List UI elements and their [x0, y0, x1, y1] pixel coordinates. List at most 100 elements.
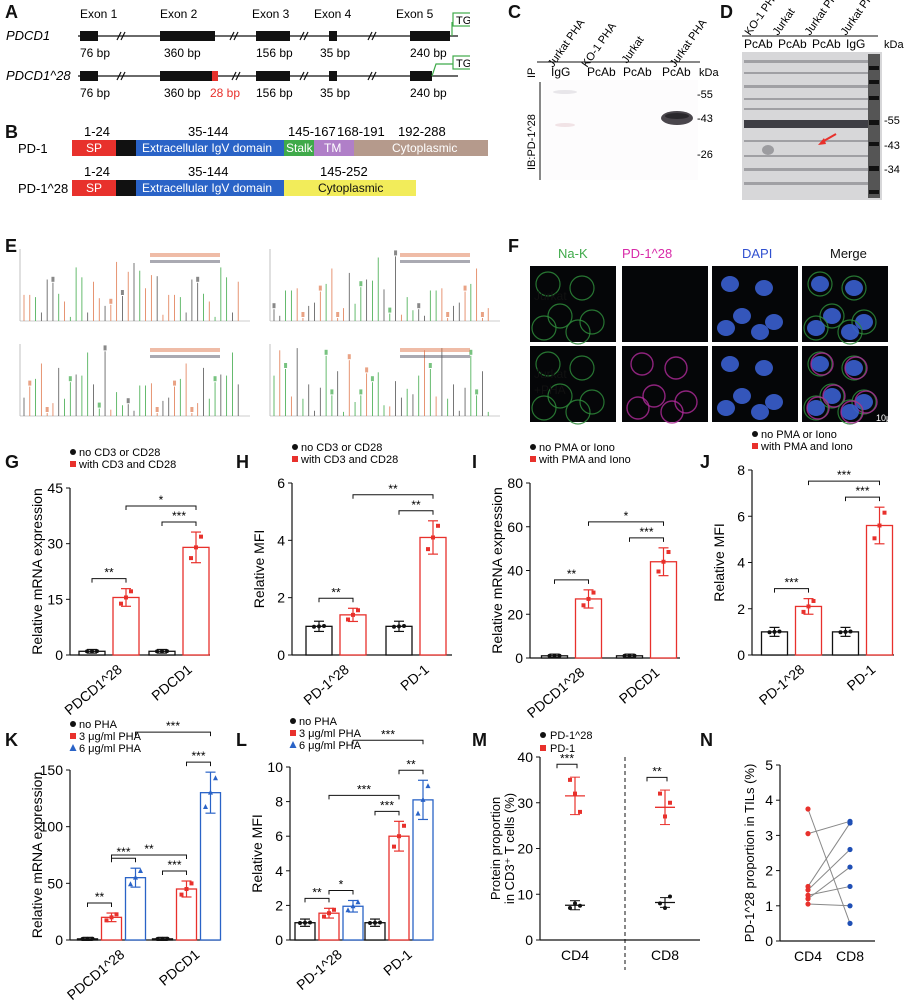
size1-e3: 156 bp [256, 46, 293, 60]
significance-bracket [186, 761, 211, 767]
significance-label: *** [166, 719, 180, 733]
significance-label: *** [172, 509, 186, 523]
svg-text:76 bp: 76 bp [80, 86, 110, 100]
data-point [298, 920, 302, 925]
svg-text:360 bp: 360 bp [164, 86, 201, 100]
y-tick-label: 0 [55, 932, 63, 948]
significance-bracket [111, 854, 187, 860]
data-point [767, 630, 772, 635]
svg-text:-55: -55 [697, 89, 713, 101]
data-point [578, 903, 582, 908]
svg-text:-55: -55 [884, 115, 900, 127]
significance-label: *** [167, 858, 181, 872]
exon1-box [80, 31, 98, 41]
svg-text:35-144: 35-144 [188, 164, 228, 179]
data-point [622, 653, 627, 658]
data-point [165, 936, 170, 941]
data-point [355, 899, 361, 905]
legend-entry: no CD3 or CD28 [79, 447, 160, 459]
legend-entry: no PMA or Iono [539, 442, 615, 454]
svg-text:PcAb: PcAb [662, 65, 691, 79]
data-point [581, 603, 586, 608]
size1-e4: 35 bp [320, 46, 350, 60]
svg-text:192-288: 192-288 [398, 124, 446, 139]
svg-text:145-252: 145-252 [320, 164, 368, 179]
pair-line [807, 866, 851, 900]
pair-line [807, 822, 851, 887]
significance-label: *** [380, 798, 394, 812]
data-point [114, 912, 119, 917]
y-tick-label: 2 [765, 863, 773, 879]
significance-label: ** [567, 567, 577, 581]
data-point [772, 629, 777, 634]
panel-d-label: D [720, 2, 733, 22]
data-point [578, 809, 582, 814]
data-point [801, 609, 806, 614]
data-point [847, 846, 853, 853]
data-point [160, 649, 164, 654]
y-tick-label: 50 [47, 875, 63, 891]
data-point [368, 920, 372, 925]
y-tick-label: 4 [275, 863, 283, 879]
data-point [155, 936, 160, 941]
svg-text:TM: TM [324, 141, 341, 155]
microscopy-panel: Na-K PD-1^28 DAPI Merge 10μm [530, 246, 900, 426]
significance-label: *** [560, 751, 574, 765]
significance-bracket [398, 510, 434, 515]
data-point [80, 936, 85, 941]
y-tick-label: 2 [275, 897, 283, 913]
data-point [568, 777, 572, 782]
x-tick-label: CD4 [561, 947, 589, 963]
exon1-title: Exon 1 [80, 7, 118, 21]
data-point [658, 901, 662, 906]
data-point [90, 649, 94, 654]
data-point [872, 536, 877, 541]
significance-bracket [352, 739, 424, 745]
significance-bracket [87, 902, 112, 908]
y-tick-label: 8 [737, 462, 745, 478]
x-tick-label: PDCD1 [156, 946, 203, 989]
data-point [397, 624, 401, 629]
data-point [179, 892, 184, 897]
data-point [661, 559, 666, 564]
svg-text:Stalk: Stalk [286, 141, 314, 155]
svg-text:-43: -43 [697, 113, 713, 125]
bar [412, 799, 434, 941]
y-tick-label: 5 [765, 757, 773, 773]
y-tick-label: 80 [507, 475, 523, 491]
svg-text:IP: IP [526, 68, 538, 78]
data-point [847, 820, 853, 826]
channel-dapi: DAPI [742, 246, 772, 261]
data-point [668, 800, 672, 805]
western-blot-d: KO-1 PHA Jurkat Jurkat PHA Jurkat PHA Pc… [742, 0, 904, 200]
channel-nak: Na-K [558, 246, 588, 261]
data-point [346, 617, 350, 622]
svg-text:PcAb: PcAb [744, 37, 773, 51]
significance-label: *** [381, 727, 395, 741]
y-axis-label: Protein proportion [488, 797, 503, 900]
x-tick-label: PDCD1 [616, 664, 663, 707]
significance-bracket [352, 494, 434, 499]
significance-bracket [808, 480, 880, 486]
svg-text:35 bp: 35 bp [320, 86, 350, 100]
svg-text:145-167: 145-167 [288, 124, 336, 139]
legend-entry: 3 μg/ml PHA [299, 728, 362, 740]
y-tick-label: 0 [275, 932, 283, 948]
significance-bracket [554, 579, 589, 584]
data-point [663, 814, 667, 819]
svg-text:1-24: 1-24 [84, 124, 110, 139]
y-tick-label: 6 [275, 828, 283, 844]
x-tick-label: PDCD1^28 [64, 946, 128, 1000]
legend-entry: with CD3 and CD28 [78, 459, 176, 471]
data-point [586, 596, 591, 601]
x-tick-label: PDCD1^28 [524, 664, 588, 721]
pair-line [807, 808, 851, 924]
data-point [402, 823, 406, 828]
data-point [203, 804, 208, 810]
row-label-jurkat-pha: Jurkat +PHA [534, 367, 567, 397]
row-label-jurkat: Jurkat [534, 289, 567, 303]
